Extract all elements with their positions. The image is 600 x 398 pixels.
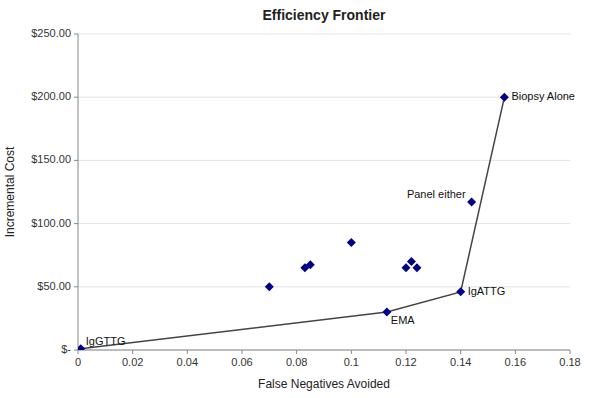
grid-line (78, 350, 570, 351)
x-tick (242, 350, 243, 354)
x-tick-label: 0.18 (559, 356, 580, 368)
y-tick-label: $150.00 (31, 153, 71, 165)
x-axis-line (78, 350, 570, 351)
y-tick (74, 160, 78, 161)
point (78, 344, 85, 350)
y-tick (74, 286, 78, 287)
grid-line (78, 97, 570, 98)
chart: $- $50.00 $100.00 $150.00 $200.00 $250.00 0 0.0… (0, 0, 600, 398)
frontier-line (81, 97, 505, 349)
point (456, 287, 465, 296)
x-tick-label: 0.08 (286, 356, 307, 368)
x-axis-label: False Negatives Avoided (258, 377, 390, 391)
y-tick (74, 350, 78, 351)
x-tick (78, 350, 79, 354)
y-tick-label: $250.00 (31, 27, 71, 39)
y-tick (74, 97, 78, 98)
annotation: IgATTG (468, 285, 506, 297)
annotation: IgGTTG (86, 335, 126, 347)
x-tick-label: 0 (75, 356, 81, 368)
y-tick-label: $- (61, 343, 71, 355)
grid-line (78, 34, 570, 35)
x-tick (460, 350, 461, 354)
x-tick-label: 0.14 (450, 356, 471, 368)
x-tick (187, 350, 188, 354)
x-tick-label: 0.02 (122, 356, 143, 368)
annotations: IgGTTG EMA IgATTG Biopsy Alone Panel either (86, 90, 575, 347)
x-tick-label: 0.1 (344, 356, 359, 368)
annotation: Panel either (407, 188, 466, 200)
y-axis-label: Incremental Cost (3, 146, 17, 237)
point (467, 198, 476, 207)
point (402, 263, 411, 272)
axes: $- $50.00 $100.00 $150.00 $200.00 $250.00 0 0.0… (31, 27, 580, 368)
x-tick (132, 350, 133, 354)
annotation: Biopsy Alone (511, 90, 575, 102)
y-axis-line (78, 34, 79, 350)
y-tick-label: $100.00 (31, 217, 71, 229)
grid-line (78, 223, 570, 224)
plot-area (78, 93, 509, 350)
annotation: EMA (391, 314, 416, 326)
x-tick-label: 0.16 (505, 356, 526, 368)
y-tick (74, 34, 78, 35)
y-tick (74, 223, 78, 224)
point (347, 238, 356, 247)
x-tick (296, 350, 297, 354)
x-tick-label: 0.12 (395, 356, 416, 368)
x-tick (406, 350, 407, 354)
point (265, 282, 274, 291)
point (306, 260, 315, 269)
point (412, 263, 421, 272)
x-tick-label: 0.04 (177, 356, 198, 368)
y-tick-label: $50.00 (37, 280, 71, 292)
grid-line (78, 160, 570, 161)
x-tick (515, 350, 516, 354)
x-tick (570, 350, 571, 354)
title: Efficiency Frontier (263, 7, 386, 23)
point (500, 93, 509, 102)
y-tick-label: $200.00 (31, 90, 71, 102)
x-tick (351, 350, 352, 354)
x-tick-label: 0.06 (231, 356, 252, 368)
point (407, 257, 416, 266)
